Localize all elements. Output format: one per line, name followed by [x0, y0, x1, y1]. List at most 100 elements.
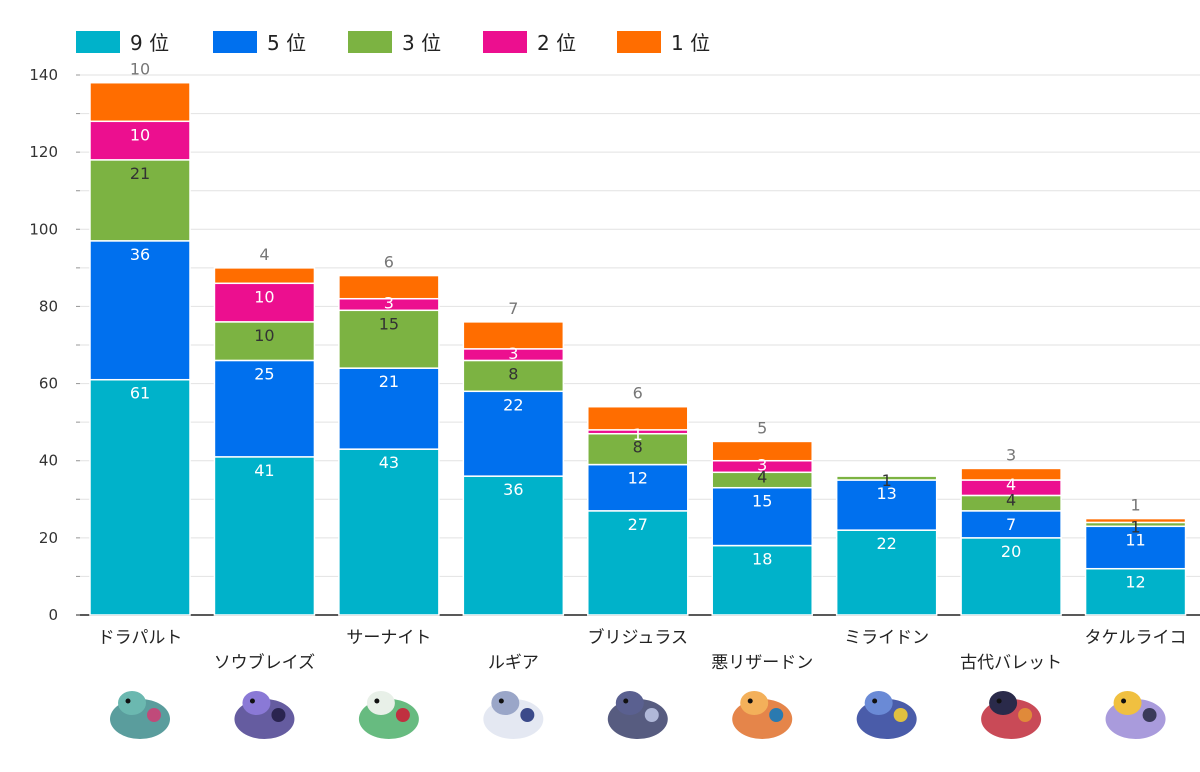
sprite-eye — [125, 698, 131, 704]
data-label: 15 — [379, 314, 399, 333]
bar-segment — [1084, 525, 1187, 570]
data-label: 22 — [503, 395, 523, 414]
archaludon-sprite-icon — [607, 691, 668, 739]
roaring-moon-sprite-icon — [981, 691, 1042, 739]
bar-segment — [338, 367, 440, 450]
bar-segment — [213, 456, 316, 616]
data-label: 10 — [130, 125, 150, 144]
legend-swatch — [348, 31, 392, 53]
legend-label: 2 位 — [537, 31, 576, 55]
data-label: 4 — [757, 467, 767, 486]
data-label: 21 — [379, 372, 399, 391]
bar-segment — [213, 321, 316, 362]
data-label: 3 — [508, 344, 518, 363]
bar-segment — [587, 432, 689, 466]
sprite-eye — [623, 698, 629, 704]
bar-stack — [711, 440, 813, 616]
bars — [89, 81, 1187, 616]
data-label: 22 — [876, 534, 896, 553]
bar-segment — [338, 274, 440, 300]
bar-stack — [89, 81, 191, 616]
bar-stack — [835, 475, 938, 616]
data-label: 1 — [1130, 517, 1140, 536]
legend-item[interactable]: 5 位 — [213, 31, 306, 55]
data-label: 36 — [130, 245, 150, 264]
x-tick-label: ルギア — [488, 653, 539, 673]
bar-segment — [711, 440, 813, 462]
x-tick-label: ミライドン — [844, 628, 929, 648]
legend-item[interactable]: 9 位 — [76, 31, 169, 55]
data-label: 12 — [1125, 573, 1145, 592]
legend-item[interactable]: 1 位 — [617, 31, 710, 55]
data-label: 25 — [254, 364, 274, 383]
bar-segment — [462, 321, 565, 350]
bar-segment — [960, 510, 1062, 539]
data-label: 4 — [1006, 475, 1016, 494]
data-label: 3 — [757, 456, 767, 475]
data-label: 10 — [130, 60, 150, 79]
sprite-eye — [996, 698, 1002, 704]
bar-segment — [960, 537, 1062, 616]
data-label: 15 — [752, 492, 772, 511]
x-tick-label: タケルライコ — [1085, 628, 1187, 648]
bar-segment — [835, 475, 938, 481]
sprite-head — [366, 691, 395, 715]
data-label: 6 — [384, 253, 394, 272]
legend-swatch — [483, 31, 527, 53]
sprite-accent — [395, 708, 410, 722]
raging-bolt-sprite-icon — [1105, 691, 1166, 739]
bar-segment — [213, 359, 316, 458]
x-tick-label: 古代バレット — [960, 653, 1062, 673]
data-label: 8 — [508, 364, 518, 383]
data-label: 20 — [1001, 542, 1021, 561]
data-labels: 6136211010412510104432115363622837271281… — [130, 60, 1146, 592]
bar-stack — [462, 321, 565, 616]
bar-segment — [711, 486, 813, 547]
sprite-accent — [769, 708, 784, 722]
y-tick-label: 60 — [39, 375, 58, 393]
y-tick-label: 0 — [48, 606, 58, 624]
data-label: 10 — [254, 287, 274, 306]
sprite-head — [989, 691, 1018, 715]
data-label: 12 — [628, 469, 648, 488]
data-label: 6 — [633, 384, 643, 403]
charizard-sprite-icon — [732, 691, 793, 739]
sprite-eye — [872, 698, 878, 704]
data-label: 41 — [254, 461, 274, 480]
data-label: 1 — [882, 471, 892, 490]
bar-segment — [462, 390, 565, 477]
data-label: 13 — [876, 484, 896, 503]
sprite-head — [864, 691, 893, 715]
bar-segment — [338, 309, 440, 369]
sprite-head — [491, 691, 520, 715]
data-label: 4 — [259, 245, 269, 264]
sprite-head — [1113, 691, 1142, 715]
legend-item[interactable]: 3 位 — [348, 31, 441, 55]
bar-segment — [1084, 517, 1187, 524]
legend[interactable]: 9 位 5 位 3 位 2 位 1 位 — [76, 31, 710, 55]
sprite-accent — [893, 708, 908, 722]
data-label: 21 — [130, 164, 150, 183]
legend-swatch — [76, 31, 120, 53]
legend-label: 3 位 — [402, 31, 441, 55]
bar-segment — [587, 510, 689, 616]
legend-label: 9 位 — [130, 31, 169, 55]
legend-item[interactable]: 2 位 — [483, 31, 576, 55]
sprite-head — [615, 691, 644, 715]
sprite-eye — [747, 698, 753, 704]
data-label: 27 — [628, 515, 648, 534]
bar-segment — [587, 463, 689, 512]
x-tick-label: ソウブレイズ — [214, 652, 316, 673]
ceruledge-sprite-icon — [234, 691, 295, 739]
data-label: 11 — [1125, 530, 1145, 549]
sprite-head — [740, 691, 769, 715]
bar-stack — [587, 405, 689, 616]
bar-segment — [89, 240, 191, 381]
sprite-accent — [1142, 708, 1157, 722]
sprite-accent — [271, 708, 286, 722]
legend-label: 5 位 — [267, 31, 306, 55]
dragapult-sprite-icon — [110, 691, 170, 739]
data-label: 7 — [508, 299, 518, 318]
sprite-accent — [147, 708, 161, 722]
data-label: 3 — [1006, 445, 1016, 464]
